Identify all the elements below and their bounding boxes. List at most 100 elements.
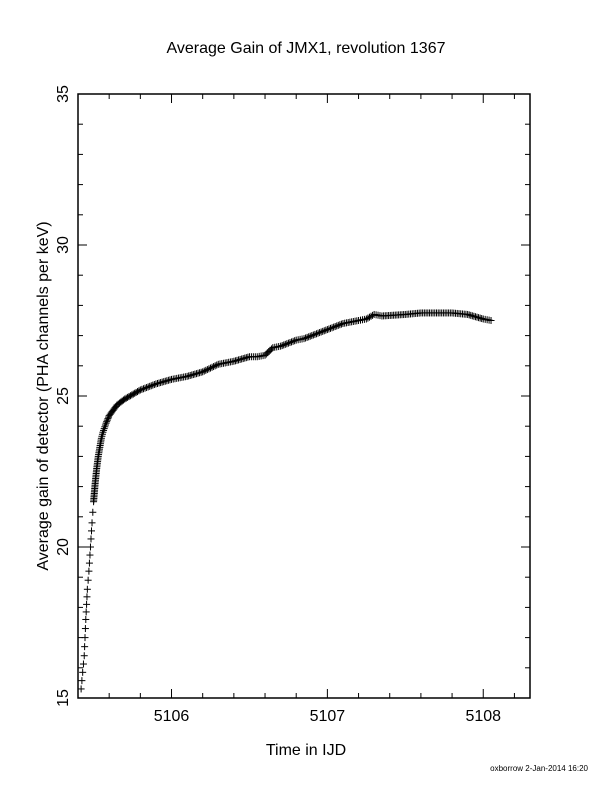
y-tick-label: 15 (55, 689, 72, 707)
data-point (88, 527, 96, 535)
data-point (84, 576, 92, 584)
data-point (147, 382, 155, 390)
data-point (134, 388, 142, 396)
data-point (305, 333, 313, 341)
data-point (334, 321, 342, 329)
y-tick-label: 35 (55, 85, 72, 103)
data-point (83, 593, 91, 601)
data-point (337, 320, 345, 328)
data-point (213, 361, 221, 369)
data-point (328, 324, 336, 332)
data-point (144, 383, 152, 391)
data-point (309, 331, 317, 339)
data-point (82, 608, 90, 616)
data-point (319, 327, 327, 335)
data-point (323, 326, 331, 334)
data-point (136, 386, 144, 394)
data-point (365, 313, 373, 321)
x-tick-label: 5106 (154, 708, 190, 725)
data-point (325, 325, 333, 333)
data-point (99, 428, 107, 436)
data-point (122, 394, 130, 402)
data-point (286, 339, 294, 347)
data-point (86, 551, 94, 559)
data-point (86, 543, 94, 551)
data-point (317, 328, 325, 336)
data-point (314, 329, 322, 337)
data-point (81, 634, 89, 642)
data-point (104, 415, 112, 423)
y-tick-label: 25 (55, 387, 72, 405)
data-point (129, 390, 137, 398)
data-point (101, 423, 109, 431)
data-point (326, 324, 334, 332)
data-point (281, 340, 289, 348)
data-point (322, 326, 330, 334)
data-point (125, 393, 133, 401)
x-tick-label: 5108 (465, 708, 501, 725)
plot-frame (77, 93, 531, 699)
y-tick-label: 30 (55, 236, 72, 254)
data-point (101, 421, 109, 429)
data-point (103, 418, 111, 426)
x-tick-label: 5107 (310, 708, 346, 725)
data-point (336, 321, 344, 329)
data-point (291, 337, 299, 345)
data-point (320, 327, 328, 335)
data-point (83, 600, 91, 608)
data-point (79, 660, 87, 668)
data-point (277, 342, 285, 350)
data-point (211, 362, 219, 370)
data-point (138, 385, 146, 393)
data-point (487, 317, 495, 324)
data-point (81, 625, 89, 633)
data-point (143, 384, 151, 392)
data-point (302, 334, 310, 342)
data-point (77, 685, 85, 693)
data-point (306, 332, 314, 340)
data-point (82, 615, 90, 623)
data-point (331, 323, 339, 331)
data-point (128, 391, 136, 399)
data-point (139, 385, 147, 393)
y-axis-label: Average gain of detector (PHA channels p… (35, 221, 52, 570)
data-point (121, 395, 129, 403)
data-point (126, 392, 134, 400)
data-point (141, 384, 149, 392)
data-point (80, 652, 88, 660)
data-point (200, 367, 208, 375)
data-point (150, 381, 158, 389)
data-point (100, 425, 108, 433)
data-point (364, 314, 372, 322)
data-point (149, 381, 157, 389)
axis-ticks (77, 93, 530, 699)
data-point (330, 323, 338, 331)
data-point (85, 567, 93, 575)
data-point (311, 330, 319, 338)
data-point (124, 393, 132, 401)
data-point (102, 419, 110, 427)
data-point (288, 338, 296, 346)
data-point (199, 368, 207, 376)
data-point (132, 388, 140, 396)
data-point (202, 366, 210, 374)
y-tick-label: 20 (55, 538, 72, 556)
chart-title: Average Gain of JMX1, revolution 1367 (167, 40, 446, 57)
data-point (278, 342, 286, 350)
data-point (79, 668, 87, 676)
data-point (316, 329, 324, 337)
data-point (89, 508, 97, 516)
data-point (203, 366, 211, 374)
data-point (85, 559, 93, 567)
data-point (303, 333, 311, 341)
data-point (83, 585, 91, 593)
data-point (135, 387, 143, 395)
x-axis-label: Time in IJD (266, 742, 346, 759)
data-point (268, 345, 276, 353)
credit-text: oxborrow 2-Jan-2014 16:20 (490, 764, 588, 773)
data-point (87, 535, 95, 543)
tick-labels: 15 20 25 30 35 5106 5107 5108 (55, 85, 501, 725)
data-point (206, 364, 214, 372)
data-point (146, 382, 154, 390)
